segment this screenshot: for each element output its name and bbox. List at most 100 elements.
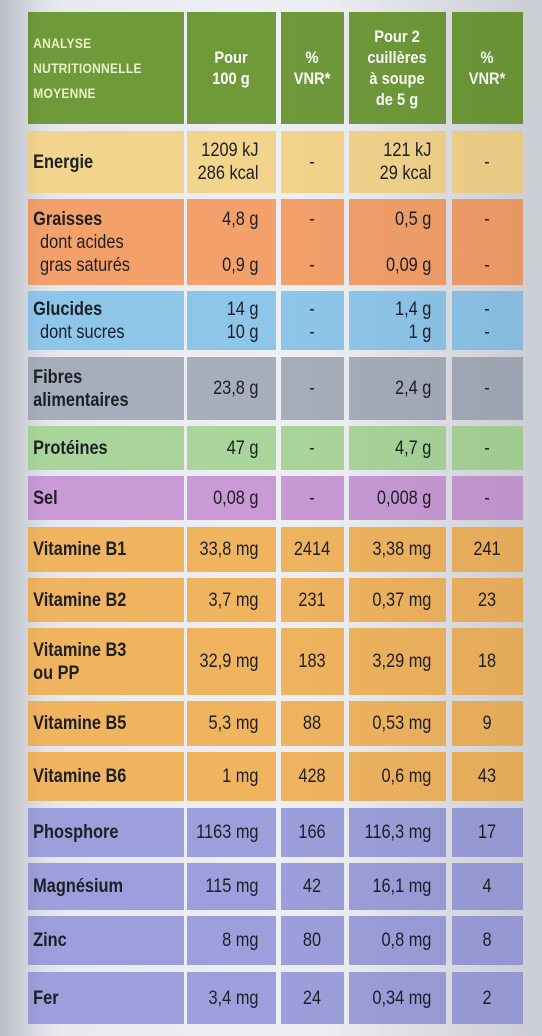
row-14-col0-bg bbox=[28, 972, 184, 1024]
vnr-per-serving-line: - bbox=[484, 151, 490, 173]
value-per-100g-line: 0,9 g bbox=[222, 254, 259, 276]
header-per-100g-line: Pour bbox=[214, 48, 248, 67]
nutrient-label: Sel bbox=[28, 476, 157, 520]
row-4-col1-bg bbox=[187, 426, 276, 470]
row-9-col1-bg bbox=[187, 701, 276, 746]
value-per-serving-line bbox=[427, 231, 432, 254]
row-3-col1-bg bbox=[187, 357, 276, 420]
vnr-per-100g-line: - bbox=[309, 298, 315, 320]
table-row: Energie 1209 kJ 286 kcal - 121 kJ 29 kcal - bbox=[0, 131, 542, 193]
vnr-per-100g-line: 428 bbox=[298, 766, 326, 787]
vnr-per-serving: - bbox=[457, 476, 517, 520]
vnr-per-100g-line bbox=[310, 231, 315, 254]
row-1-col3-bg bbox=[349, 199, 446, 285]
vnr-per-100g-line: 183 bbox=[298, 651, 326, 672]
vnr-per-serving-line: 241 bbox=[473, 539, 501, 560]
row-11-col4-bg bbox=[452, 808, 523, 857]
vnr-per-100g: 2414 bbox=[285, 527, 338, 572]
row-3-col3-bg bbox=[349, 357, 446, 420]
vnr-per-serving: - bbox=[457, 131, 517, 193]
table-row: Zinc 8 mg 80 0,8 mg 8 bbox=[0, 916, 542, 965]
row-13-col0-bg bbox=[28, 916, 184, 965]
vnr-per-100g: - - bbox=[285, 199, 338, 285]
nutrient-label-line: Fer bbox=[33, 987, 59, 1009]
row-5-col1-bg bbox=[187, 476, 276, 520]
value-per-serving-line: 0,8 mg bbox=[381, 930, 432, 951]
vnr-per-100g: - bbox=[285, 357, 338, 420]
vnr-per-serving-line: - bbox=[484, 487, 490, 509]
nutrient-label: Vitamine B6 bbox=[28, 752, 157, 801]
row-2-col4-bg bbox=[452, 291, 523, 350]
value-per-100g: 33,8 mg bbox=[193, 527, 269, 572]
row-8-col3-bg bbox=[349, 628, 446, 695]
nutrient-label-line: Magnésium bbox=[33, 876, 124, 897]
value-per-serving: 116,3 mg bbox=[356, 808, 439, 857]
vnr-per-serving-line: 2 bbox=[482, 987, 492, 1009]
nutrient-label-sub-line: dont acides bbox=[40, 231, 124, 253]
row-10-col2-bg bbox=[281, 752, 344, 801]
vnr-per-100g-line: - bbox=[309, 487, 315, 509]
value-per-serving-line: 0,37 mg bbox=[372, 589, 432, 611]
vnr-per-serving-line: - bbox=[484, 437, 490, 459]
vnr-per-serving: 23 bbox=[457, 578, 517, 622]
value-per-100g-line: 33,8 mg bbox=[199, 539, 259, 560]
value-per-serving: 2,4 g bbox=[356, 357, 439, 420]
row-11-col3-bg bbox=[349, 808, 446, 857]
table-row: Vitamine B1 33,8 mg 2414 3,38 mg 241 bbox=[0, 527, 542, 572]
nutrient-label-line: Vitamine B2 bbox=[33, 589, 127, 611]
header-vnr-serving-line: VNR* bbox=[468, 69, 506, 88]
vnr-per-100g: -- bbox=[285, 291, 338, 350]
vnr-per-serving: 43 bbox=[457, 752, 517, 801]
row-14-col2-bg bbox=[281, 972, 344, 1024]
vnr-per-100g-line: - bbox=[309, 254, 315, 276]
vnr-per-serving: - bbox=[457, 357, 517, 420]
nutrient-label-line: Vitamine B1 bbox=[33, 539, 127, 560]
header-per-serving-line: à soupe bbox=[369, 69, 425, 88]
vnr-per-100g: 183 bbox=[285, 628, 338, 695]
value-per-100g: 3,4 mg bbox=[193, 972, 269, 1024]
vnr-per-100g-line: 80 bbox=[302, 930, 322, 951]
vnr-per-serving: - - bbox=[457, 199, 517, 285]
row-13-col2-bg bbox=[281, 916, 344, 965]
value-per-serving: 3,29 mg bbox=[356, 628, 439, 695]
row-1-col4-bg bbox=[452, 199, 523, 285]
row-9-col4-bg bbox=[452, 701, 523, 746]
vnr-per-100g: - bbox=[285, 426, 338, 470]
vnr-per-100g-line: 2414 bbox=[293, 539, 331, 560]
value-per-serving: 3,38 mg bbox=[356, 527, 439, 572]
header-per-100g: Pour 100 g bbox=[193, 12, 269, 124]
value-per-100g-line: 32,9 mg bbox=[199, 651, 259, 672]
row-8-col1-bg bbox=[187, 628, 276, 695]
row-3-col4-bg bbox=[452, 357, 523, 420]
vnr-per-serving-line: - bbox=[484, 321, 490, 343]
value-per-serving-line: 0,53 mg bbox=[372, 713, 432, 734]
nutrient-label-line: Glucides bbox=[33, 298, 103, 320]
vnr-per-100g-line: 88 bbox=[302, 713, 322, 734]
table-row: Vitamine B5 5,3 mg 88 0,53 mg 9 bbox=[0, 701, 542, 746]
value-per-serving-line: 1 g bbox=[408, 321, 432, 343]
row-13-col4-bg bbox=[452, 916, 523, 965]
value-per-100g: 1 mg bbox=[193, 752, 269, 801]
value-per-100g: 32,9 mg bbox=[193, 628, 269, 695]
table-row: Fibres alimentaires 23,8 g - 2,4 g - bbox=[0, 357, 542, 420]
value-per-100g-line: 115 mg bbox=[205, 876, 259, 897]
vnr-per-100g: 166 bbox=[285, 808, 338, 857]
value-per-serving-line: 2,4 g bbox=[395, 378, 432, 399]
table-row: Graisses dont acides gras saturés 4,8 g 0,9… bbox=[0, 199, 542, 285]
row-11-col1-bg bbox=[187, 808, 276, 857]
row-7-col1-bg bbox=[187, 578, 276, 622]
row-5-col4-bg bbox=[452, 476, 523, 520]
value-per-100g-line: 10 g bbox=[226, 321, 259, 343]
value-per-100g: 5,3 mg bbox=[193, 701, 269, 746]
row-7-col0-bg bbox=[28, 578, 184, 622]
nutrient-label: Fer bbox=[28, 972, 157, 1024]
header-analysis-line: NUTRITIONNELLE bbox=[33, 59, 142, 76]
nutrient-label: Fibres alimentaires bbox=[28, 357, 157, 420]
vnr-per-serving: - bbox=[457, 426, 517, 470]
vnr-per-serving: -- bbox=[457, 291, 517, 350]
vnr-per-serving-line: 23 bbox=[477, 589, 497, 611]
value-per-100g-line: 14 g bbox=[226, 298, 259, 320]
nutrient-label: Zinc bbox=[28, 916, 157, 965]
header-vnr-100g-line: VNR* bbox=[293, 69, 331, 88]
